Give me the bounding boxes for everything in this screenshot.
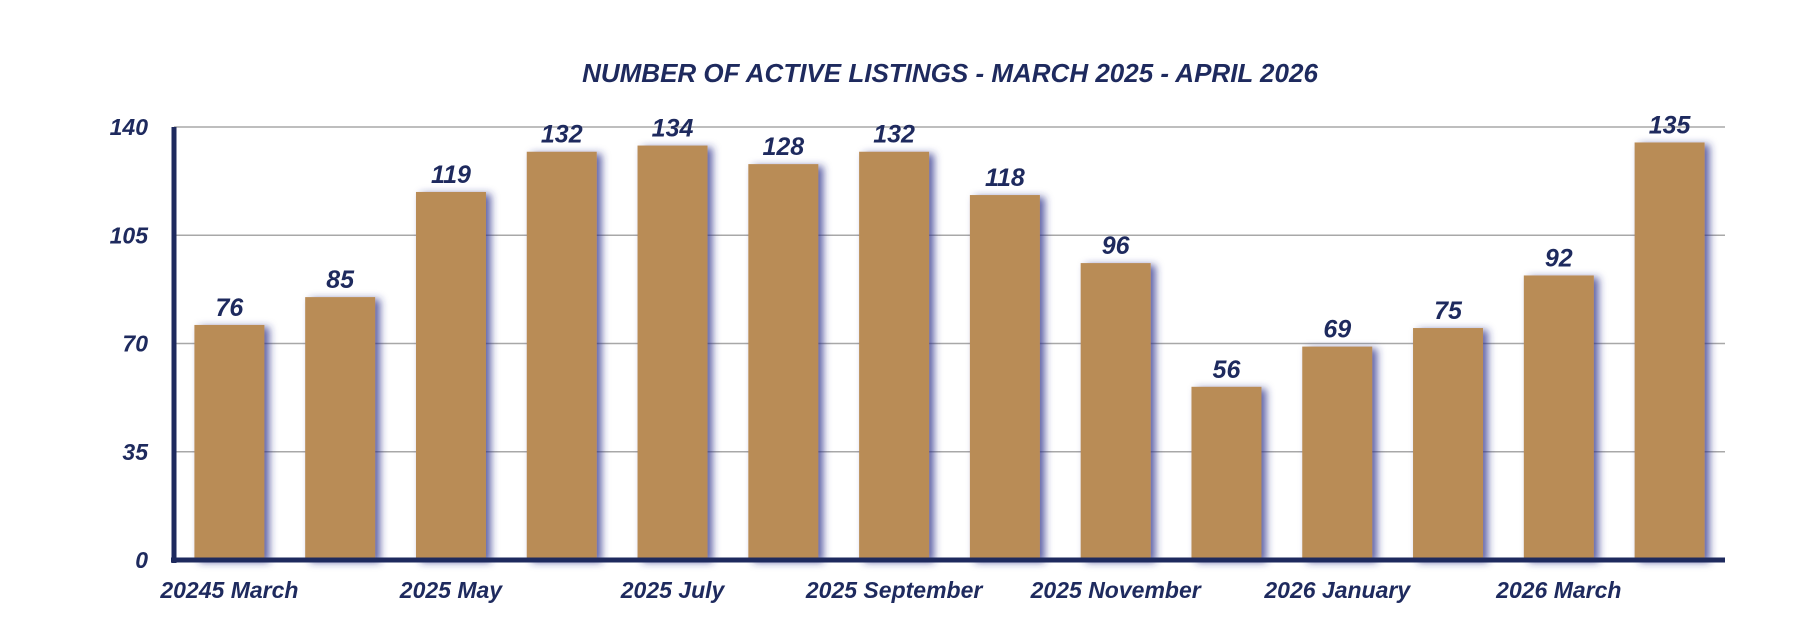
data-label: 96 <box>1102 232 1131 260</box>
data-label: 132 <box>541 121 583 149</box>
bar <box>1191 386 1262 560</box>
bar <box>526 151 597 560</box>
x-tick-label: 2025 September <box>805 577 983 603</box>
y-tick-label: 35 <box>122 439 149 465</box>
data-label: 128 <box>762 133 804 161</box>
bar <box>859 151 930 560</box>
data-label: 118 <box>985 164 1025 192</box>
bar <box>1413 328 1484 560</box>
bar <box>969 195 1040 561</box>
y-tick-label: 105 <box>110 222 150 248</box>
x-tick-label: 2026 January <box>1263 577 1411 603</box>
data-label: 75 <box>1434 297 1463 325</box>
y-tick-label: 70 <box>122 331 148 357</box>
bar <box>1302 346 1373 560</box>
bar <box>1634 142 1705 560</box>
y-tick-label: 140 <box>110 114 149 140</box>
x-tick-label: 2026 March <box>1495 577 1621 603</box>
bar <box>415 191 486 560</box>
bar <box>637 145 708 561</box>
data-label: 85 <box>326 266 355 294</box>
y-axis-ticks: 0 35 70 105 140 <box>110 114 150 573</box>
x-tick-label: 20245 March <box>159 577 298 603</box>
y-tick-label: 0 <box>135 547 148 573</box>
data-labels: 76 85 119 132 134 128 132 118 96 56 69 75 92 135 <box>215 111 1691 383</box>
x-axis-ticks: 20245 March 2025 May 2025 July 2025 Septemb… <box>159 577 1621 603</box>
data-label: 135 <box>1649 111 1692 139</box>
bar <box>194 324 265 560</box>
gridlines <box>174 126 1725 453</box>
x-tick-label: 2025 May <box>399 577 504 603</box>
bar <box>1523 275 1594 560</box>
data-label: 76 <box>215 294 244 322</box>
bar <box>1080 263 1151 560</box>
bars <box>194 142 1705 561</box>
chart-title: NUMBER OF ACTIVE LISTINGS - MARCH 2025 -… <box>582 58 1318 88</box>
bar <box>748 164 819 560</box>
data-label: 132 <box>873 121 915 149</box>
x-tick-label: 2025 July <box>620 577 726 603</box>
data-label: 134 <box>652 115 694 143</box>
data-label: 92 <box>1545 244 1573 272</box>
data-label: 69 <box>1323 316 1351 344</box>
data-label: 56 <box>1213 356 1242 384</box>
data-label: 119 <box>431 161 471 189</box>
bar <box>305 297 376 560</box>
axes <box>171 127 1725 563</box>
x-tick-label: 2025 November <box>1030 577 1202 603</box>
